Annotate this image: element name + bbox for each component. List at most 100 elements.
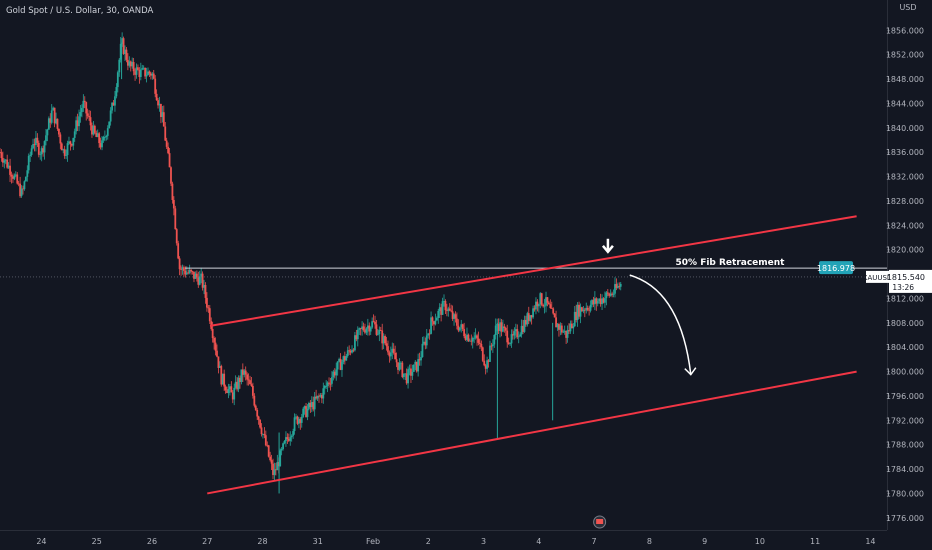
candle-body — [312, 402, 315, 410]
candle-body — [558, 324, 560, 330]
candle-body — [456, 318, 458, 326]
event-flag-inner — [596, 519, 604, 524]
candle-body — [204, 284, 207, 298]
candle-body — [53, 107, 56, 124]
candle-body — [170, 167, 172, 184]
candle-body — [468, 340, 471, 342]
candle-body — [260, 427, 263, 435]
candle-body — [211, 328, 214, 339]
candle-body — [329, 383, 332, 385]
candle-body — [49, 118, 52, 123]
candle-body — [286, 437, 289, 439]
candle-body — [91, 125, 93, 135]
candle-body — [191, 271, 194, 273]
candle-body — [0, 152, 1, 154]
candle-body — [29, 154, 32, 156]
candle-body — [106, 128, 109, 136]
candle-body — [589, 304, 592, 311]
candle-body — [520, 325, 523, 335]
candle-body — [313, 396, 316, 410]
candle-body — [454, 314, 457, 319]
candle-body — [68, 141, 70, 144]
candle-body — [451, 311, 454, 319]
candle-body — [563, 330, 566, 332]
candle-body — [47, 118, 50, 130]
candle-body — [72, 137, 75, 146]
candle-body — [374, 321, 376, 325]
price-tick-label: 1844.000 — [886, 99, 924, 108]
candle-body — [184, 270, 187, 275]
candle-body — [114, 96, 116, 106]
candle-body — [372, 321, 375, 323]
candle-body — [178, 258, 181, 270]
drawing-tools[interactable]: 50% Fib Retracement 1816.978 — [0, 215, 887, 495]
candle-body — [523, 319, 526, 332]
candle-body — [274, 469, 277, 471]
time-tick-label: 7 — [592, 537, 597, 546]
candle-body — [295, 416, 297, 418]
candle-body — [218, 366, 221, 368]
candle-body — [319, 395, 322, 397]
time-tick-label: 24 — [36, 537, 46, 546]
time-axis[interactable]: 24 25 26 27 28 31 Feb 2 3 4 7 8 9 10 11 14 — [0, 515, 887, 546]
candle-body — [115, 87, 118, 97]
candle-body — [197, 277, 200, 285]
candle-body — [230, 386, 233, 393]
candle-body — [491, 344, 494, 347]
candle-body — [305, 406, 307, 417]
curved-projection-arrow — [629, 274, 692, 375]
candle-body — [394, 352, 397, 360]
candle-body — [345, 355, 348, 361]
candle-body — [486, 360, 489, 369]
candle-body — [283, 440, 286, 444]
time-tick-label: 4 — [536, 537, 541, 546]
candle-body — [19, 183, 22, 197]
candle-body — [325, 385, 328, 387]
candle-body — [125, 49, 128, 60]
candle-body — [364, 330, 366, 333]
candle-body — [263, 434, 266, 436]
time-tick-label: 3 — [481, 537, 486, 546]
candle-body — [109, 110, 112, 122]
candle-body — [418, 359, 421, 361]
candle-body — [60, 143, 63, 151]
candle-body — [108, 121, 111, 129]
candle-body — [93, 125, 96, 133]
candle-body — [527, 313, 530, 321]
candle-body — [306, 408, 309, 417]
candle-body — [338, 358, 341, 362]
candle-body — [70, 144, 73, 146]
candle-body — [315, 396, 318, 399]
candle-body — [424, 341, 427, 346]
chart-title: Gold Spot / U.S. Dollar, 30, OANDA — [6, 6, 153, 16]
candle-body — [293, 417, 296, 432]
candle-body — [397, 362, 399, 370]
candle-body — [417, 359, 420, 372]
candle-body — [289, 437, 292, 441]
candle-body — [546, 297, 549, 303]
price-tick-label: 1812.000 — [886, 294, 924, 303]
candle-body — [530, 315, 533, 318]
candle-body — [437, 310, 440, 318]
candle-body — [243, 370, 246, 375]
candle-body — [464, 336, 467, 340]
candle-body — [214, 342, 217, 351]
candle-body — [69, 141, 72, 145]
time-tick-label: 2 — [426, 537, 431, 546]
candle-body — [89, 117, 92, 126]
candle-body — [422, 341, 425, 344]
candle-body — [358, 328, 361, 330]
candle-body — [139, 69, 142, 77]
candle-body — [103, 137, 106, 138]
candle-body — [247, 379, 250, 381]
candle-body — [121, 38, 124, 44]
candle-body — [167, 146, 170, 154]
candle-body — [604, 298, 606, 303]
candle-body — [411, 371, 414, 376]
candle-body — [447, 308, 450, 312]
candle-body — [302, 408, 305, 417]
price-axis[interactable]: USD 1776.000 1780.000 1784.000 1788.000 1792.… — [863, 0, 932, 550]
candle-body — [517, 336, 520, 338]
candle-body — [392, 348, 395, 353]
